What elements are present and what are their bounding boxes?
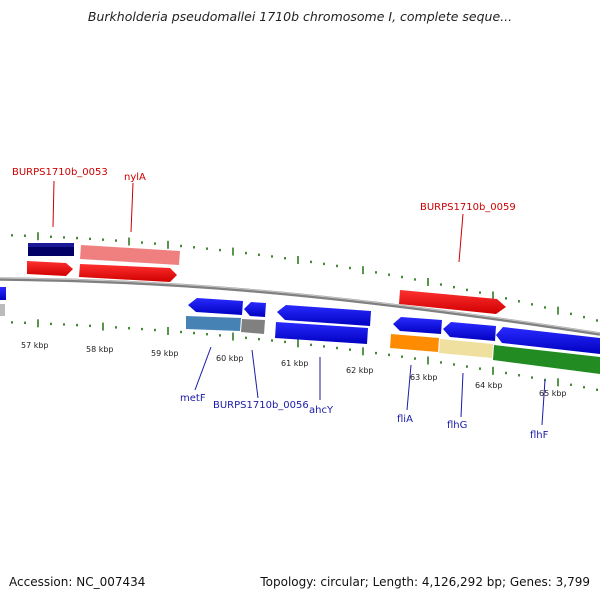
gene-label-ahcy[interactable]: ahcY	[309, 405, 334, 416]
gene-arrow-flia[interactable]	[393, 317, 442, 334]
ruler-label: 61 kbp	[281, 359, 309, 368]
cog-block-flhf[interactable]	[493, 345, 600, 374]
ruler-label: 57 kbp	[21, 341, 49, 350]
gene-arrow-0056[interactable]	[244, 302, 266, 317]
gene-label-0053[interactable]: BURPS1710b_0053	[12, 167, 108, 178]
genome-summary-text: Topology: circular; Length: 4,126,292 bp…	[260, 575, 590, 589]
gene-label-flhf[interactable]: flhF	[530, 430, 549, 441]
leader-nyla	[130, 182, 134, 233]
ruler-label: 59 kbp	[151, 349, 179, 358]
gene-label-0059[interactable]: BURPS1710b_0059	[420, 202, 516, 213]
leader-0056	[251, 349, 259, 399]
ruler-label: 62 kbp	[346, 366, 374, 375]
chromosome-backbone	[0, 277, 600, 336]
gene-arrow-nyla[interactable]	[79, 264, 177, 282]
leader-flhg	[460, 372, 464, 418]
leader-0059	[458, 213, 464, 263]
gene-label-nyla[interactable]: nylA	[124, 172, 146, 183]
cog-block-flia[interactable]	[390, 334, 439, 352]
cog-block-metf[interactable]	[186, 316, 241, 331]
chromosome-backbone-highlight	[0, 277, 600, 334]
ruler-label: 58 kbp	[86, 345, 114, 354]
gene-arrow-left-edge[interactable]	[0, 287, 6, 300]
gene-label-0056[interactable]: BURPS1710b_0056	[213, 400, 309, 411]
gene-arrow-0053[interactable]	[27, 261, 73, 276]
cog-block-nyla[interactable]	[80, 245, 180, 265]
ruler-label: 65 kbp	[539, 389, 567, 398]
cog-block-0053-shade	[28, 243, 74, 247]
gene-arrow-flhg[interactable]	[443, 322, 496, 341]
map-title: Burkholderia pseudomallei 1710b chromoso…	[87, 9, 513, 24]
leader-flhf	[541, 379, 546, 426]
gene-label-flhg[interactable]: flhG	[447, 420, 467, 431]
cog-block-ahcy[interactable]	[275, 322, 368, 344]
leader-0053	[52, 180, 55, 228]
ruler-label: 60 kbp	[216, 354, 244, 363]
gene-arrow-0059[interactable]	[399, 290, 506, 314]
ruler-label: 64 kbp	[475, 381, 503, 390]
cog-block-0056[interactable]	[241, 319, 265, 334]
accession-text: Accession: NC_007434	[9, 575, 146, 589]
gene-label-flia[interactable]: fliA	[397, 414, 413, 425]
ruler-label: 63 kbp	[410, 373, 438, 382]
cog-block-flhg[interactable]	[439, 339, 493, 358]
gene-label-metf[interactable]: metF	[180, 393, 206, 404]
lower-tick-track	[11, 319, 598, 392]
gene-arrow-ahcy[interactable]	[277, 305, 371, 326]
gene-arrow-flhf[interactable]	[496, 327, 600, 354]
leader-flia	[406, 364, 412, 411]
cog-block-left-edge	[0, 304, 5, 316]
leader-metf	[194, 346, 212, 391]
upper-tick-track	[11, 232, 598, 322]
gene-arrow-metf[interactable]	[188, 298, 243, 315]
